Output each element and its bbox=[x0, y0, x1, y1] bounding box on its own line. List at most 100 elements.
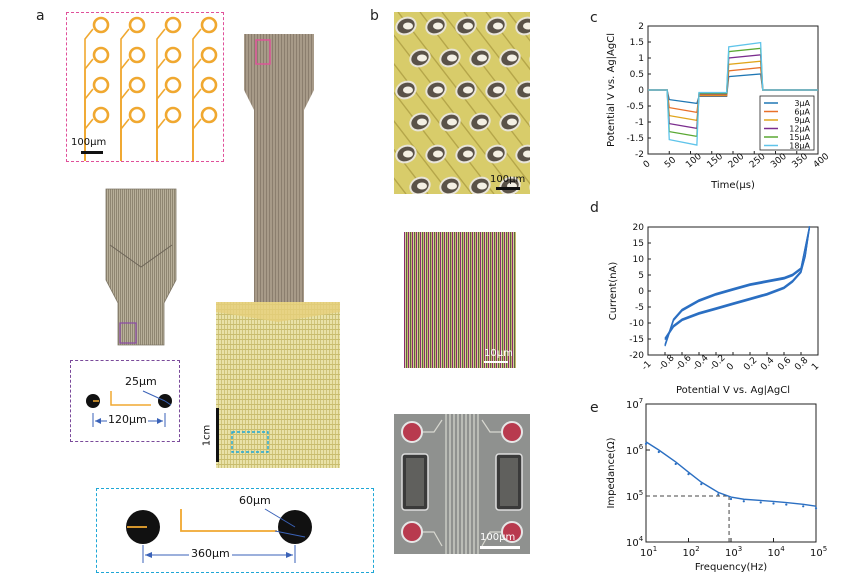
chart-d-ytick-label: -10 bbox=[629, 319, 644, 329]
micrograph-site-center bbox=[523, 86, 530, 94]
panel-label-e: e bbox=[590, 400, 599, 416]
chart-c-ytick-label: -1 bbox=[635, 118, 644, 128]
chart-c-xtick-label: 0 bbox=[642, 159, 653, 171]
dim-label-360um: 360μm bbox=[189, 547, 232, 560]
electrode-trace bbox=[192, 58, 202, 161]
chart-e-xtick-label: 102 bbox=[683, 545, 700, 559]
micrograph-trace bbox=[394, 177, 407, 194]
dim-label-120um: 120μm bbox=[107, 413, 148, 426]
chart-d-xtick-label: 0.8 bbox=[793, 355, 810, 372]
electrode-pitch-drawing-large bbox=[126, 508, 312, 563]
chart-c-ytick-label: -1.5 bbox=[626, 134, 644, 144]
chart-c-legend-label: 15μA bbox=[789, 133, 810, 142]
electrode-trace bbox=[84, 118, 94, 161]
chart-e-ytick-label: 107 bbox=[626, 397, 643, 411]
chart-e-xtick-label: 103 bbox=[725, 545, 742, 559]
micrograph-electrode-array: 100μm bbox=[394, 12, 530, 194]
micrograph-trace bbox=[441, 12, 530, 128]
micrograph-site-center bbox=[447, 118, 457, 126]
chart-d-xtick-label: 0 bbox=[725, 361, 736, 372]
chart-e-data-point bbox=[814, 507, 818, 510]
panel-label-a: a bbox=[36, 8, 45, 24]
chart-d-ytick-label: -5 bbox=[635, 303, 644, 313]
micrograph-site-center bbox=[403, 86, 413, 94]
electrode-ring bbox=[200, 106, 218, 124]
chart-c-legend-label: 6μA bbox=[794, 108, 810, 117]
panel-label-b: b bbox=[370, 8, 379, 24]
micrograph-sites: 100μm bbox=[394, 414, 530, 554]
chart-d-xtick-label: -1 bbox=[640, 359, 653, 372]
chart-c-series-line bbox=[648, 41, 818, 146]
micrograph-site-center bbox=[477, 54, 487, 62]
micrograph-sites-drawing bbox=[394, 414, 530, 554]
electrode-pitch-box-small: 25μm 120μm bbox=[70, 360, 180, 442]
chart-c-ytick-label: 1.5 bbox=[630, 38, 644, 48]
chart-c-legend-label: 3μA bbox=[794, 99, 810, 108]
micrograph-site-center bbox=[463, 22, 473, 30]
micrograph-site-center bbox=[507, 54, 517, 62]
dim-label-60um: 60μm bbox=[239, 494, 271, 507]
scale-bar-100um bbox=[81, 151, 103, 154]
chart-e-xtick-label: 101 bbox=[640, 545, 657, 559]
electrode-trace bbox=[120, 118, 130, 161]
electrode-ring bbox=[92, 106, 110, 124]
electrode-ring bbox=[128, 16, 146, 34]
micrograph-site-center bbox=[493, 22, 503, 30]
micrograph-site bbox=[529, 112, 530, 132]
chart-e-xtick-label: 104 bbox=[768, 545, 786, 559]
chart-e-data-point bbox=[644, 442, 648, 445]
chart-d-plot-frame bbox=[647, 226, 819, 356]
micrograph-site-center bbox=[403, 22, 413, 30]
scale-label-b-bottom: 100μm bbox=[480, 532, 516, 543]
chart-e-xtick-exponent: 5 bbox=[823, 545, 827, 553]
micrograph-site-center bbox=[417, 182, 427, 190]
micrograph-trace bbox=[394, 120, 451, 194]
electrode-ring bbox=[164, 46, 182, 64]
chart-c-ytick-label: 0 bbox=[638, 86, 644, 96]
chart-d-xtick-label: -0.2 bbox=[708, 353, 727, 372]
electrode-ring bbox=[128, 106, 146, 124]
micrograph-site-center bbox=[433, 22, 443, 30]
chart-d-ytick-label: 15 bbox=[633, 239, 644, 249]
chart-d-ylabel: Current(nA) bbox=[608, 262, 619, 321]
panel-label-d: d bbox=[590, 200, 599, 216]
chart-e-xtick-exponent: 4 bbox=[780, 545, 785, 553]
panel-label-c: c bbox=[590, 10, 598, 26]
chart-e-impedance: 101 102 103 104 105 104 105 106 107 Frequency(Hz)… bbox=[606, 397, 827, 573]
chart-c-ytick-label: 0.5 bbox=[630, 70, 644, 80]
chart-e-ytick-label: 105 bbox=[626, 489, 643, 503]
chart-c-legend-label: 18μA bbox=[789, 142, 810, 151]
electrode-ring bbox=[128, 46, 146, 64]
chart-e-xtick-exponent: 3 bbox=[738, 545, 742, 553]
chart-e-ytick-exponent: 7 bbox=[639, 397, 643, 405]
micrograph-site-center bbox=[447, 182, 457, 190]
micrograph-trace bbox=[397, 12, 530, 185]
micrograph-site-center bbox=[493, 150, 503, 158]
electrode-trace bbox=[192, 118, 202, 161]
micrograph-site-center bbox=[477, 118, 487, 126]
scale-bar-b-mid bbox=[484, 361, 508, 363]
micrograph-trace bbox=[419, 12, 530, 157]
large-probe-photo bbox=[216, 34, 340, 468]
scale-label-b-mid: 10μm bbox=[484, 348, 513, 359]
chart-d-xlabel: Potential V vs. Ag|AgCl bbox=[676, 385, 790, 395]
chart-e-data-point bbox=[700, 483, 703, 486]
electrode-ring bbox=[200, 76, 218, 94]
electrode-ring bbox=[164, 76, 182, 94]
chart-c-ytick-label: -2 bbox=[635, 150, 644, 160]
chart-d-xtick-label: -0.6 bbox=[674, 353, 694, 373]
chart-d-ytick-label: 5 bbox=[638, 271, 644, 281]
electrode-grid-box: 100μm bbox=[66, 12, 224, 162]
micrograph-site-center bbox=[523, 22, 530, 30]
electrode-ring bbox=[164, 16, 182, 34]
chart-e-xlabel: Frequency(Hz) bbox=[695, 562, 767, 573]
chart-d-cv-trace bbox=[664, 226, 811, 345]
chart-e-data-point bbox=[802, 505, 805, 508]
chart-d-ytick-label: -20 bbox=[629, 351, 644, 361]
electrode-ring bbox=[92, 76, 110, 94]
chart-c-legend bbox=[759, 95, 815, 151]
chart-e-ytick-label: 104 bbox=[626, 535, 644, 549]
chart-e-impedance-line bbox=[645, 441, 817, 507]
small-probe-photo bbox=[105, 188, 177, 346]
micrograph-trace bbox=[394, 62, 495, 194]
